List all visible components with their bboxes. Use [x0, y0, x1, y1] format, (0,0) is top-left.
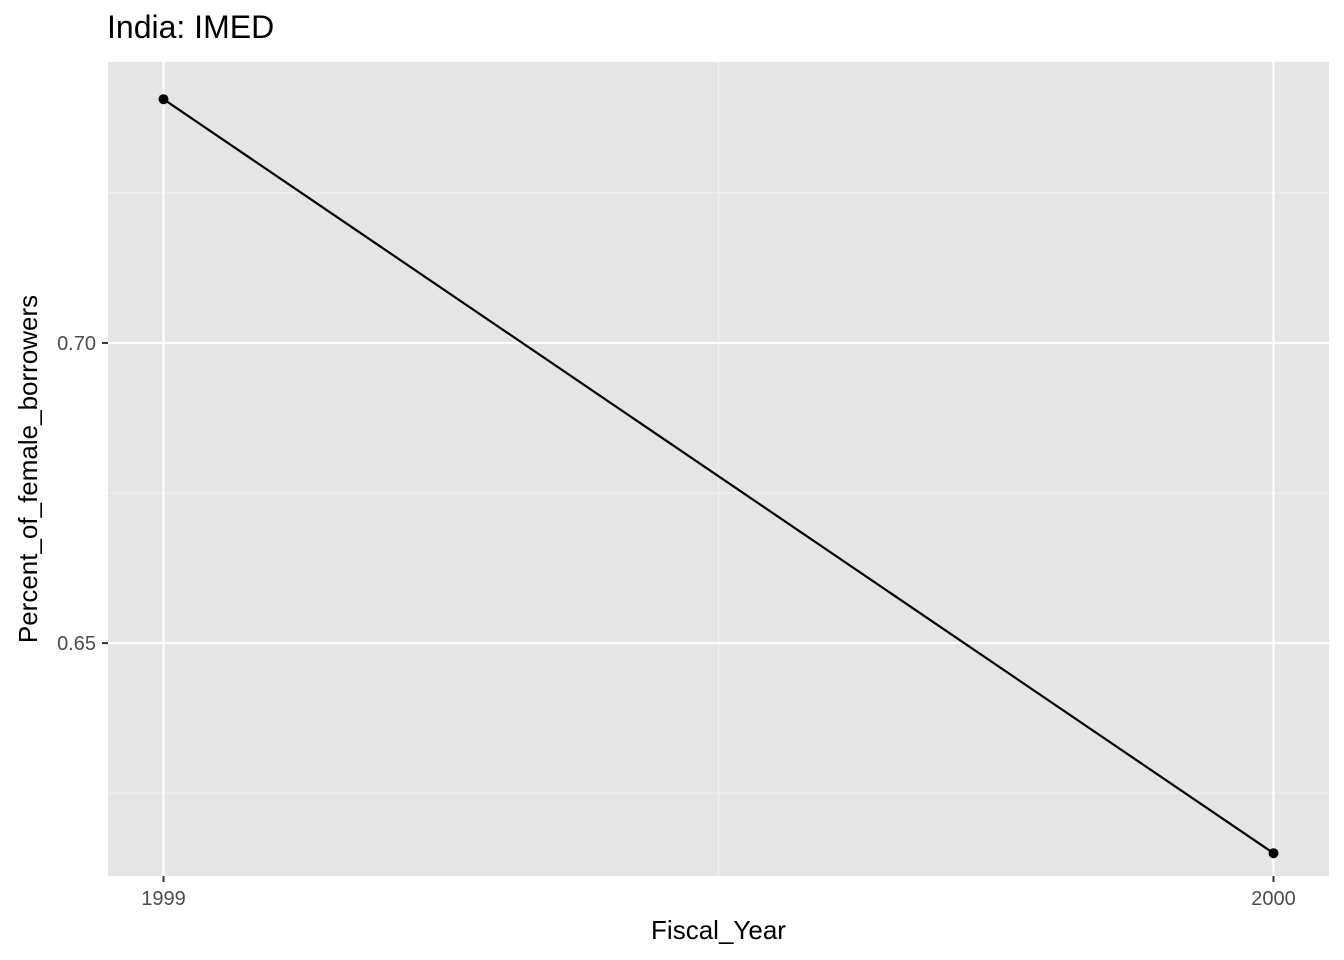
grid-minor — [108, 62, 1329, 876]
y-axis-title: Percent_of_female_borrowers — [13, 295, 43, 643]
x-axis-title: Fiscal_Year — [651, 915, 786, 945]
y-tick-label: 0.70 — [57, 333, 96, 355]
data-point — [1268, 848, 1279, 859]
chart-title: India: IMED — [107, 9, 274, 45]
grid-major — [108, 62, 1329, 876]
x-axis: 1999 2000 — [141, 876, 1296, 910]
y-tick-label: 0.65 — [57, 633, 96, 655]
y-axis: 0.65 0.70 — [57, 333, 108, 655]
series-group — [158, 94, 1279, 859]
series-line — [162, 98, 1275, 855]
x-tick-label: 2000 — [1251, 888, 1296, 910]
data-point — [158, 94, 169, 105]
x-tick-label: 1999 — [141, 888, 186, 910]
